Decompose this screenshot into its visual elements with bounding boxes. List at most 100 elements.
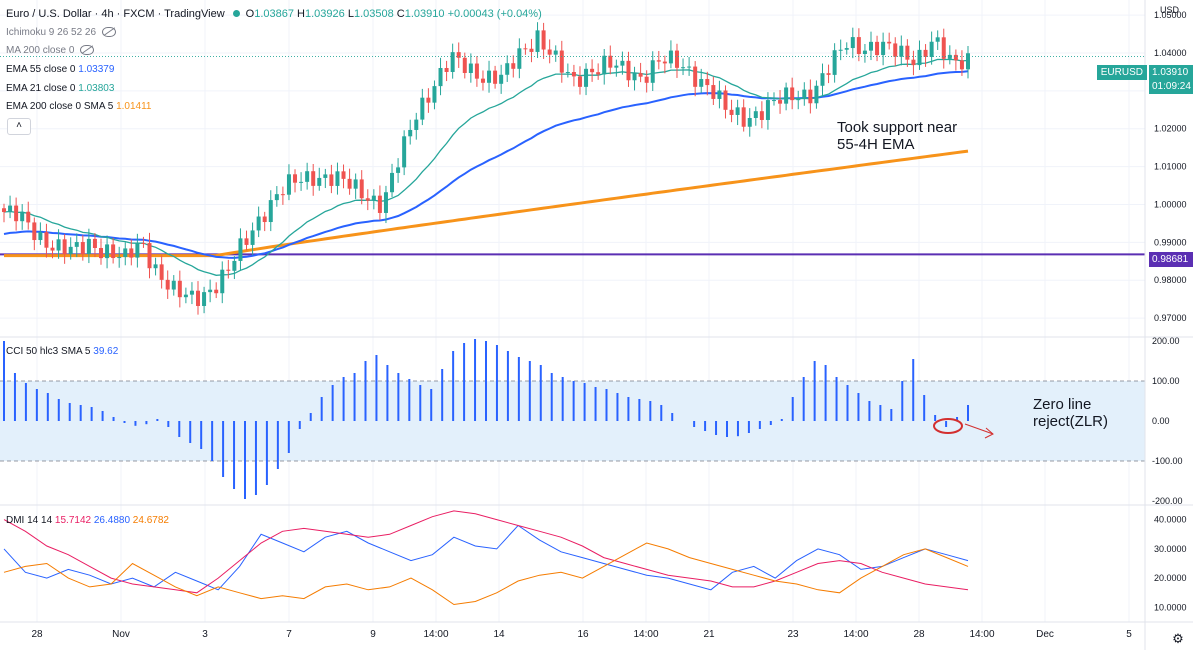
candle-body <box>14 205 19 222</box>
x-tick-label: 14:00 <box>633 629 658 640</box>
x-tick-label: 21 <box>703 629 715 640</box>
close-label: C <box>396 8 405 20</box>
x-tick-label: 5 <box>1126 629 1132 640</box>
symbol-price-tag: EURUSD <box>1096 65 1147 80</box>
ema21-value: 1.03803 <box>78 83 115 94</box>
cci-tick-label: 0.00 <box>1152 416 1170 426</box>
cci-tick-label: 200.00 <box>1152 336 1180 346</box>
x-tick-label: 3 <box>202 629 208 640</box>
price-candles <box>2 22 970 315</box>
legend-ema200[interactable]: EMA 200 close 0 SMA 5 1.01411 <box>6 101 151 113</box>
candle-body <box>341 171 346 179</box>
candle-body <box>838 49 843 51</box>
candle-body <box>662 61 667 64</box>
candle-body <box>347 178 352 189</box>
candle-body <box>741 107 746 127</box>
currency-label[interactable]: USD <box>1159 5 1179 15</box>
candle-body <box>238 238 243 261</box>
annotation-marks <box>933 418 994 439</box>
zlr-circle <box>933 418 963 434</box>
open-value: 1.03867 <box>254 8 294 20</box>
price-tick-label: 0.99000 <box>1154 237 1187 247</box>
candle-body <box>220 269 225 294</box>
candle-body <box>280 194 285 196</box>
candle-body <box>499 74 504 84</box>
eye-hidden-icon[interactable] <box>102 27 117 38</box>
candle-body <box>123 248 128 258</box>
symbol-legend[interactable]: Euro / U.S. Dollar · 4h · FXCM · Trading… <box>6 8 542 20</box>
candle-body <box>165 279 170 290</box>
annotation-zlr[interactable]: Zero line reject(ZLR) <box>1033 396 1109 430</box>
chevron-up-icon[interactable]: ˄ <box>7 118 31 135</box>
candle-body <box>850 37 855 49</box>
candle-body <box>935 37 940 42</box>
symbol-title[interactable]: Euro / U.S. Dollar · 4h · FXCM · Trading… <box>6 8 225 20</box>
candle-body <box>232 260 237 271</box>
candle-body <box>668 50 673 64</box>
candle-body <box>547 49 552 55</box>
candle-body <box>693 66 698 87</box>
candle-body <box>20 211 25 222</box>
ema-lines <box>3 58 969 276</box>
candle-body <box>323 174 328 178</box>
candle-body <box>99 247 104 259</box>
candle-body <box>202 292 207 306</box>
candle-body <box>620 60 625 66</box>
ichimoku-label: Ichimoku 9 26 52 26 <box>6 27 97 38</box>
candle-body <box>541 30 546 50</box>
candle-body <box>2 208 6 213</box>
candle-body <box>893 43 898 57</box>
candle-body <box>56 239 61 251</box>
candle-body <box>189 290 194 295</box>
candle-body <box>141 242 146 244</box>
candle-body <box>147 243 152 269</box>
candle-body <box>62 239 67 255</box>
candle-body <box>396 167 401 173</box>
zlr-arrow-line <box>964 423 994 435</box>
candle-body <box>529 48 534 52</box>
gear-icon[interactable]: ⚙ <box>1172 631 1184 646</box>
candle-body <box>353 179 358 189</box>
legend-ema55[interactable]: EMA 55 close 0 1.03379 <box>6 64 114 76</box>
candle-body <box>771 100 776 102</box>
candle-body <box>796 99 801 101</box>
candle-body <box>317 177 322 186</box>
cci-band <box>0 380 1145 462</box>
eye-hidden-icon[interactable] <box>80 45 95 56</box>
candle-body <box>26 211 31 223</box>
candle-body <box>790 87 795 101</box>
annotation-support[interactable]: Took support near 55-4H EMA <box>837 119 958 153</box>
candle-body <box>286 174 291 195</box>
candle-body <box>335 171 340 186</box>
candle-body <box>820 73 825 86</box>
candle-body <box>311 171 316 186</box>
dmi-tick-label: 30.0000 <box>1154 544 1187 554</box>
candle-body <box>584 68 589 87</box>
candle-body <box>844 48 849 50</box>
price-tick-label: 1.04000 <box>1154 48 1187 58</box>
candle-body <box>868 41 873 51</box>
dmi-tick-label: 40.0000 <box>1154 515 1187 525</box>
candle-body <box>244 238 249 245</box>
x-tick-label: Nov <box>112 629 130 640</box>
candle-body <box>596 72 601 75</box>
candle-body <box>953 54 958 61</box>
cci-tick-label: 100.00 <box>1152 376 1180 386</box>
adx-line <box>3 542 969 606</box>
candle-body <box>432 86 437 103</box>
candle-body <box>426 97 431 103</box>
legend-ema21[interactable]: EMA 21 close 0 1.03803 <box>6 83 114 95</box>
x-tick-label: 14:00 <box>969 629 994 640</box>
candle-body <box>32 222 37 241</box>
legend-cci[interactable]: CCI 50 hlc3 SMA 5 39.62 <box>6 346 118 358</box>
candle-body <box>196 290 201 306</box>
bar-countdown-label: 01:09:24 <box>1149 79 1193 94</box>
legend-dmi[interactable]: DMI 14 14 15.7142 26.4880 24.6782 <box>6 515 169 527</box>
open-label: O <box>245 8 255 20</box>
ema21-line <box>3 58 969 276</box>
legend-ma200[interactable]: MA 200 close 0 <box>6 45 95 57</box>
legend-ichimoku[interactable]: Ichimoku 9 26 52 26 <box>6 27 117 39</box>
candle-body <box>80 242 85 254</box>
candle-body <box>765 100 770 120</box>
